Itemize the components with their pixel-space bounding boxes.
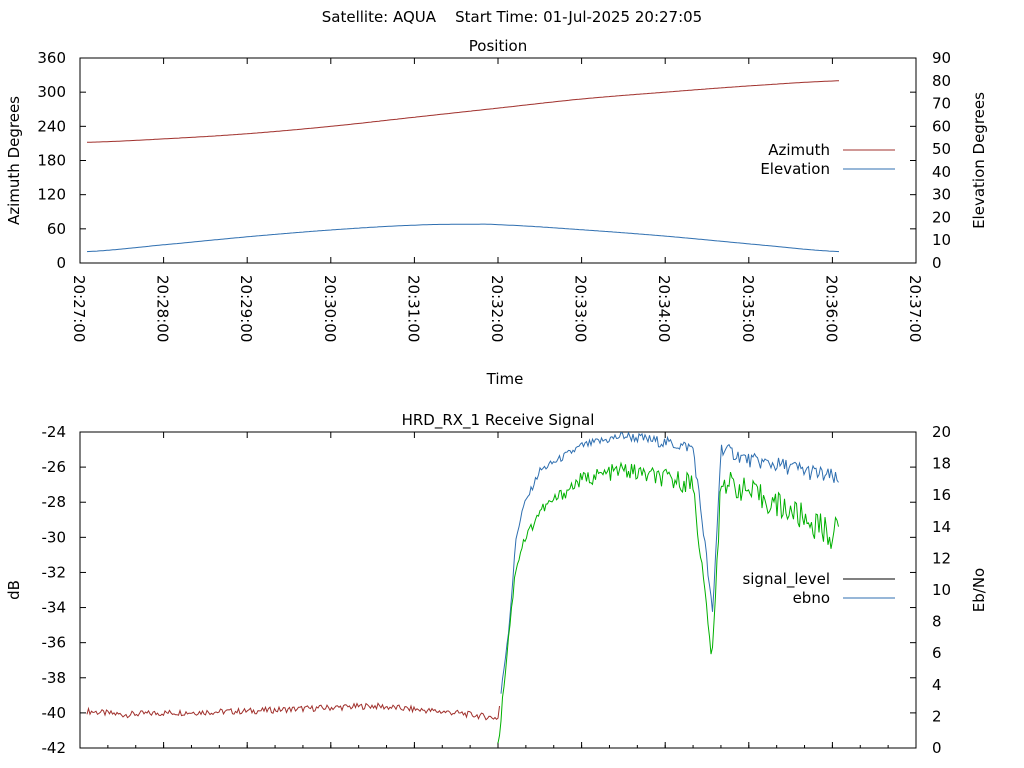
y-tick-label: -24 [42,423,67,441]
y-tick-label: 120 [37,186,66,204]
y-axis-label: dB [5,580,23,600]
y2-tick-label: 90 [932,49,951,67]
y-tick-label: -38 [42,669,67,687]
y-tick-label: 60 [47,220,66,238]
receive-signal-chart: HRD_RX_1 Receive Signal -42 -40 -38 -36 -34 -3… [5,411,988,757]
y-tick-label: -36 [42,634,67,652]
x-axis-label: Time [486,370,524,388]
y2-axis-label: Elevation Degrees [970,92,988,229]
x-tick-label: 20:32:00 [488,275,506,342]
y2-tick-label: 20 [932,423,951,441]
y-tick-label: -42 [42,739,67,757]
x-tick-label: 20:37:00 [906,275,924,342]
y2-tick-label: 2 [932,707,942,725]
y2-tick-label: 18 [932,455,951,473]
y2-tick-label: 30 [932,186,951,204]
series-line [500,432,839,694]
y-tick-label: -34 [42,599,67,617]
series-line [86,702,500,721]
x-tick-label: 20:30:00 [321,275,339,342]
y2-tick-label: 4 [932,676,942,694]
series-line [86,223,840,253]
y2-tick-label: 6 [932,644,942,662]
x-tick-label: 20:34:00 [655,275,673,342]
y2-tick-label: 70 [932,95,951,113]
series-line [497,461,839,744]
y2-tick-label: 50 [932,140,951,158]
y2-tick-label: 10 [932,231,951,249]
y2-tick-label: 10 [932,581,951,599]
y2-tick-label: 20 [932,208,951,226]
y2-tick-label: 0 [932,254,942,272]
x-tick-label: 20:36:00 [822,275,840,342]
y-tick-label: 0 [56,254,66,272]
chart-title: Position [469,37,527,55]
y2-tick-label: 40 [932,163,951,181]
y2-tick-label: 16 [932,486,951,504]
x-tick-label: 20:28:00 [154,275,172,342]
x-tick-label: 20:33:00 [572,275,590,342]
y-axis-label: Azimuth Degrees [5,96,23,225]
y-tick-label: 180 [37,152,66,170]
y2-tick-label: 80 [932,72,951,90]
legend-label: Elevation [760,160,830,178]
y2-tick-label: 60 [932,117,951,135]
figure-title: Satellite: AQUA Start Time: 01-Jul-2025 … [322,8,702,26]
x-tick-label: 20:27:00 [70,275,88,342]
plot-frame [79,431,917,749]
x-tick-label: 20:31:00 [404,275,422,342]
y-tick-label: -26 [42,458,67,476]
y2-tick-label: 12 [932,549,951,567]
x-tick-label: 20:35:00 [739,275,757,342]
x-tick-label: 20:29:00 [237,275,255,342]
legend-label: signal_level [742,570,830,589]
y-tick-label: -40 [42,704,67,722]
y-tick-label: -28 [42,493,67,511]
y-tick-label: 360 [37,49,66,67]
chart-title: HRD_RX_1 Receive Signal [402,411,595,430]
y2-axis-label: Eb/No [970,568,988,612]
y2-tick-label: 14 [932,518,951,536]
y-tick-label: -30 [42,528,67,546]
y-tick-label: 300 [37,83,66,101]
y-tick-label: 240 [37,117,66,135]
y-tick-label: -32 [42,563,67,581]
y2-tick-label: 8 [932,613,942,631]
legend-label: Azimuth [768,141,830,159]
position-chart: Position 0 60 120 180 240 300 360 0 10 20 30 40 50 60 7… [5,37,988,388]
legend-label: ebno [793,589,830,607]
y2-tick-label: 0 [932,739,942,757]
series-line [86,80,839,143]
